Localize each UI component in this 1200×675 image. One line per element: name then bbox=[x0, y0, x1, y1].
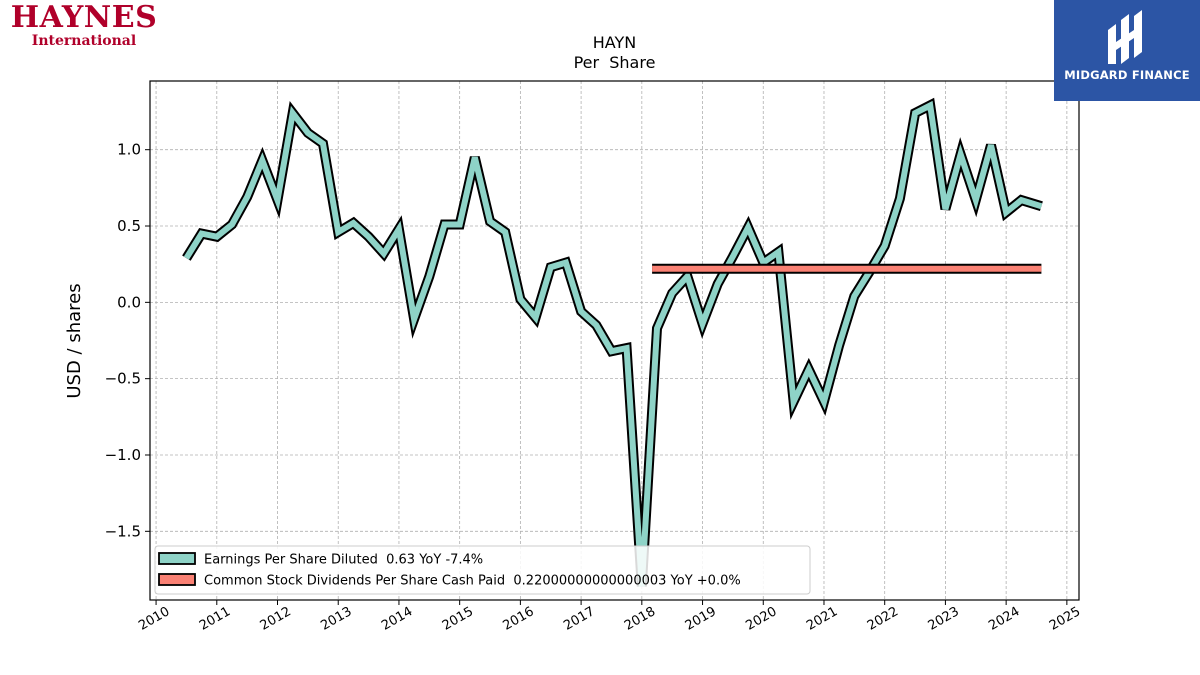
chart-title: HAYN bbox=[593, 33, 636, 52]
y-axis-label: USD / shares bbox=[64, 283, 85, 398]
legend-label-dividends: Common Stock Dividends Per Share Cash Pa… bbox=[204, 574, 741, 589]
grid-lines bbox=[150, 81, 1079, 600]
plot-frame bbox=[149, 80, 1080, 601]
x-tick-label: 2016 bbox=[501, 604, 537, 634]
x-tick-label: 2018 bbox=[622, 604, 658, 634]
brand-name: MIDGARD FINANCE bbox=[1064, 68, 1190, 82]
x-tick-label: 2021 bbox=[804, 604, 840, 634]
eps-line bbox=[183, 100, 1043, 587]
x-tick-label: 2014 bbox=[379, 604, 415, 634]
x-tick-label: 2025 bbox=[1047, 604, 1083, 634]
x-tick-label: 2011 bbox=[197, 604, 233, 634]
logo-company-suffix: International bbox=[31, 33, 137, 49]
legend: Earnings Per Share Diluted 0.63 YoY -7.4… bbox=[154, 545, 811, 595]
y-tick-label: 0.0 bbox=[117, 293, 141, 311]
haynes-logo: HAYNES International bbox=[4, 0, 164, 49]
plot-area bbox=[182, 97, 1043, 587]
x-tick-label: 2015 bbox=[440, 604, 476, 634]
x-tick-label: 2019 bbox=[683, 604, 719, 634]
legend-swatch-dividends bbox=[158, 573, 196, 586]
y-tick-label: −0.5 bbox=[105, 370, 141, 388]
x-tick-label: 2020 bbox=[743, 604, 779, 634]
legend-label-eps: Earnings Per Share Diluted 0.63 YoY -7.4… bbox=[204, 553, 483, 568]
eps-line-outline bbox=[182, 97, 1043, 587]
x-tick-label: 2023 bbox=[926, 604, 962, 634]
legend-box bbox=[154, 545, 811, 595]
y-tick-label: −1.0 bbox=[105, 446, 141, 464]
chart-subtitle: Per Share bbox=[574, 53, 656, 72]
y-tick-label: 1.0 bbox=[117, 141, 141, 159]
midgard-finance-logo: MIDGARD FINANCE bbox=[1054, 0, 1200, 101]
eps-line-group bbox=[182, 97, 1043, 587]
y-tick-label: 0.5 bbox=[117, 217, 141, 235]
x-tick-label: 2010 bbox=[136, 604, 172, 634]
x-tick-label: 2024 bbox=[986, 604, 1022, 634]
midgard-emblem-icon bbox=[1108, 10, 1142, 64]
x-tick-label: 2022 bbox=[865, 604, 901, 634]
y-tick-label: −1.5 bbox=[105, 522, 141, 540]
legend-swatch-eps bbox=[158, 552, 196, 565]
x-tick-label: 2013 bbox=[318, 604, 354, 634]
logo-company-name: HAYNES bbox=[10, 0, 158, 35]
x-tick-label: 2017 bbox=[561, 604, 597, 634]
x-tick-label: 2012 bbox=[258, 604, 294, 634]
